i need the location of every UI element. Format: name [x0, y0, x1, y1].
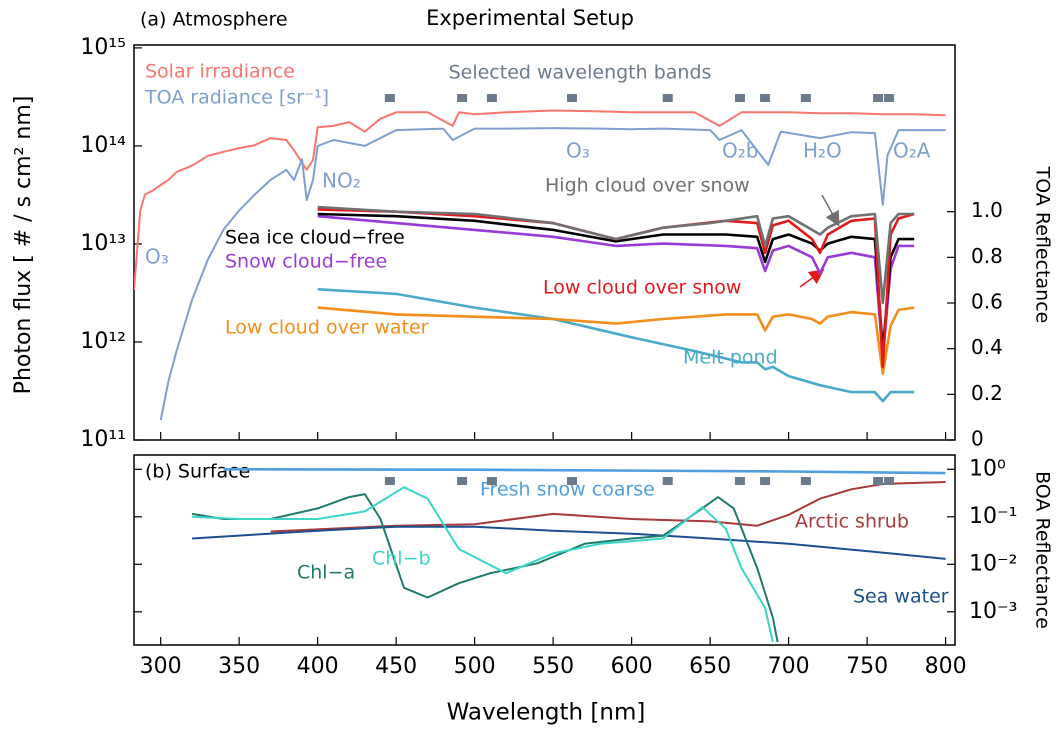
series-line	[317, 205, 915, 305]
wavelength-band	[566, 94, 577, 102]
wavelength-band	[873, 94, 884, 102]
wavelength-band	[566, 477, 577, 485]
y2-axis-label: BOA Reflectance	[1032, 471, 1054, 629]
x-tick-label: 350	[218, 654, 260, 679]
wavelength-band	[662, 94, 673, 102]
series-label: Chl−b	[372, 548, 431, 570]
plot-frame	[133, 44, 956, 441]
x-tick-label: 550	[532, 654, 574, 679]
y2-tick-label: 1.0	[971, 198, 1003, 222]
wavelength-band	[884, 477, 895, 485]
series-label: Snow cloud−free	[225, 251, 387, 273]
series-label: Arctic shrub	[795, 511, 909, 533]
series-label: Low cloud over water	[225, 317, 429, 339]
wavelength-band	[384, 94, 395, 102]
plot-area	[191, 468, 946, 643]
series-label: Chl−a	[297, 562, 355, 584]
panel-label: (a) Atmosphere	[140, 9, 288, 31]
y-tick-label: 10¹⁵	[80, 35, 126, 60]
series-label: Sea ice cloud−free	[225, 227, 405, 249]
x-tick-label: 750	[846, 654, 888, 679]
wavelength-band	[384, 477, 395, 485]
wavelength-band	[760, 477, 771, 485]
y2-tick-label: 0.4	[971, 335, 1003, 359]
wavelength-band	[760, 94, 771, 102]
bands-label: Selected wavelength bands	[449, 62, 712, 84]
series-label: Sea water	[853, 586, 949, 608]
series-label: Solar irradiance	[145, 61, 295, 83]
x-tick-label: 600	[611, 654, 653, 679]
panel-label: (b) Surface	[145, 461, 250, 483]
wavelength-band	[662, 477, 673, 485]
wavelength-band	[486, 94, 497, 102]
y-axis-label: Photon flux [ # / s cm² nm]	[11, 96, 36, 395]
x-tick-label: 800	[925, 654, 967, 679]
wavelength-band	[457, 477, 468, 485]
y-tick-label: 10⁻¹	[969, 504, 1017, 529]
x-tick-label: 650	[689, 654, 731, 679]
y2-axis-label: TOA Reflectance	[1032, 166, 1054, 324]
plot-frame	[133, 454, 956, 646]
y-tick-label: 10¹¹	[80, 427, 126, 452]
wavelength-band	[873, 477, 884, 485]
series-label: High cloud over snow	[545, 175, 750, 197]
y2-tick-label: 0.2	[971, 381, 1003, 405]
annotation: O₃	[566, 139, 590, 163]
wavelength-band	[800, 477, 811, 485]
series-line	[192, 486, 774, 643]
wavelength-band	[800, 94, 811, 102]
annotation: O₂A	[893, 139, 931, 163]
wavelength-band	[734, 94, 745, 102]
y2-tick-label: 0.6	[971, 290, 1003, 314]
y-tick-label: 10⁻³	[969, 599, 1017, 624]
annotation: O₂b	[722, 139, 758, 163]
series-label: Low cloud over snow	[543, 277, 741, 299]
annotation: H₂O	[803, 139, 842, 163]
wavelength-band	[884, 94, 895, 102]
wavelength-band	[457, 94, 468, 102]
y2-tick-label: 0	[971, 427, 984, 451]
wavelength-band	[486, 477, 497, 485]
series-line	[317, 288, 915, 403]
series-label: TOA radiance [sr⁻¹]	[144, 87, 329, 109]
x-axis-label: Wavelength [nm]	[447, 700, 646, 726]
y-tick-label: 10⁻²	[969, 551, 1017, 576]
series-label: Melt pond	[683, 347, 778, 369]
y-tick-label: 10¹²	[80, 329, 126, 354]
y2-tick-label: 0.8	[971, 244, 1003, 268]
series-label: Fresh snow coarse	[480, 479, 655, 501]
arrow	[799, 269, 825, 288]
y-tick-label: 10¹⁴	[80, 133, 126, 158]
series-line	[270, 481, 946, 533]
series-line	[191, 493, 779, 643]
x-tick-label: 450	[375, 654, 417, 679]
x-tick-label: 500	[454, 654, 496, 679]
wavelength-band	[734, 477, 745, 485]
annotation: O₃	[145, 245, 169, 269]
y-tick-label: 10⁰	[969, 456, 1006, 481]
x-tick-label: 400	[297, 654, 339, 679]
annotation: NO₂	[322, 169, 361, 193]
series-line	[134, 109, 946, 290]
series-line	[159, 127, 946, 421]
chart-title: Experimental Setup	[426, 6, 634, 30]
x-tick-label: 300	[140, 654, 182, 679]
plot-area	[134, 109, 946, 421]
y-tick-label: 10¹³	[80, 231, 126, 256]
x-tick-label: 700	[768, 654, 810, 679]
series-line	[223, 468, 946, 475]
series-line	[192, 525, 946, 560]
arrow	[821, 194, 840, 227]
